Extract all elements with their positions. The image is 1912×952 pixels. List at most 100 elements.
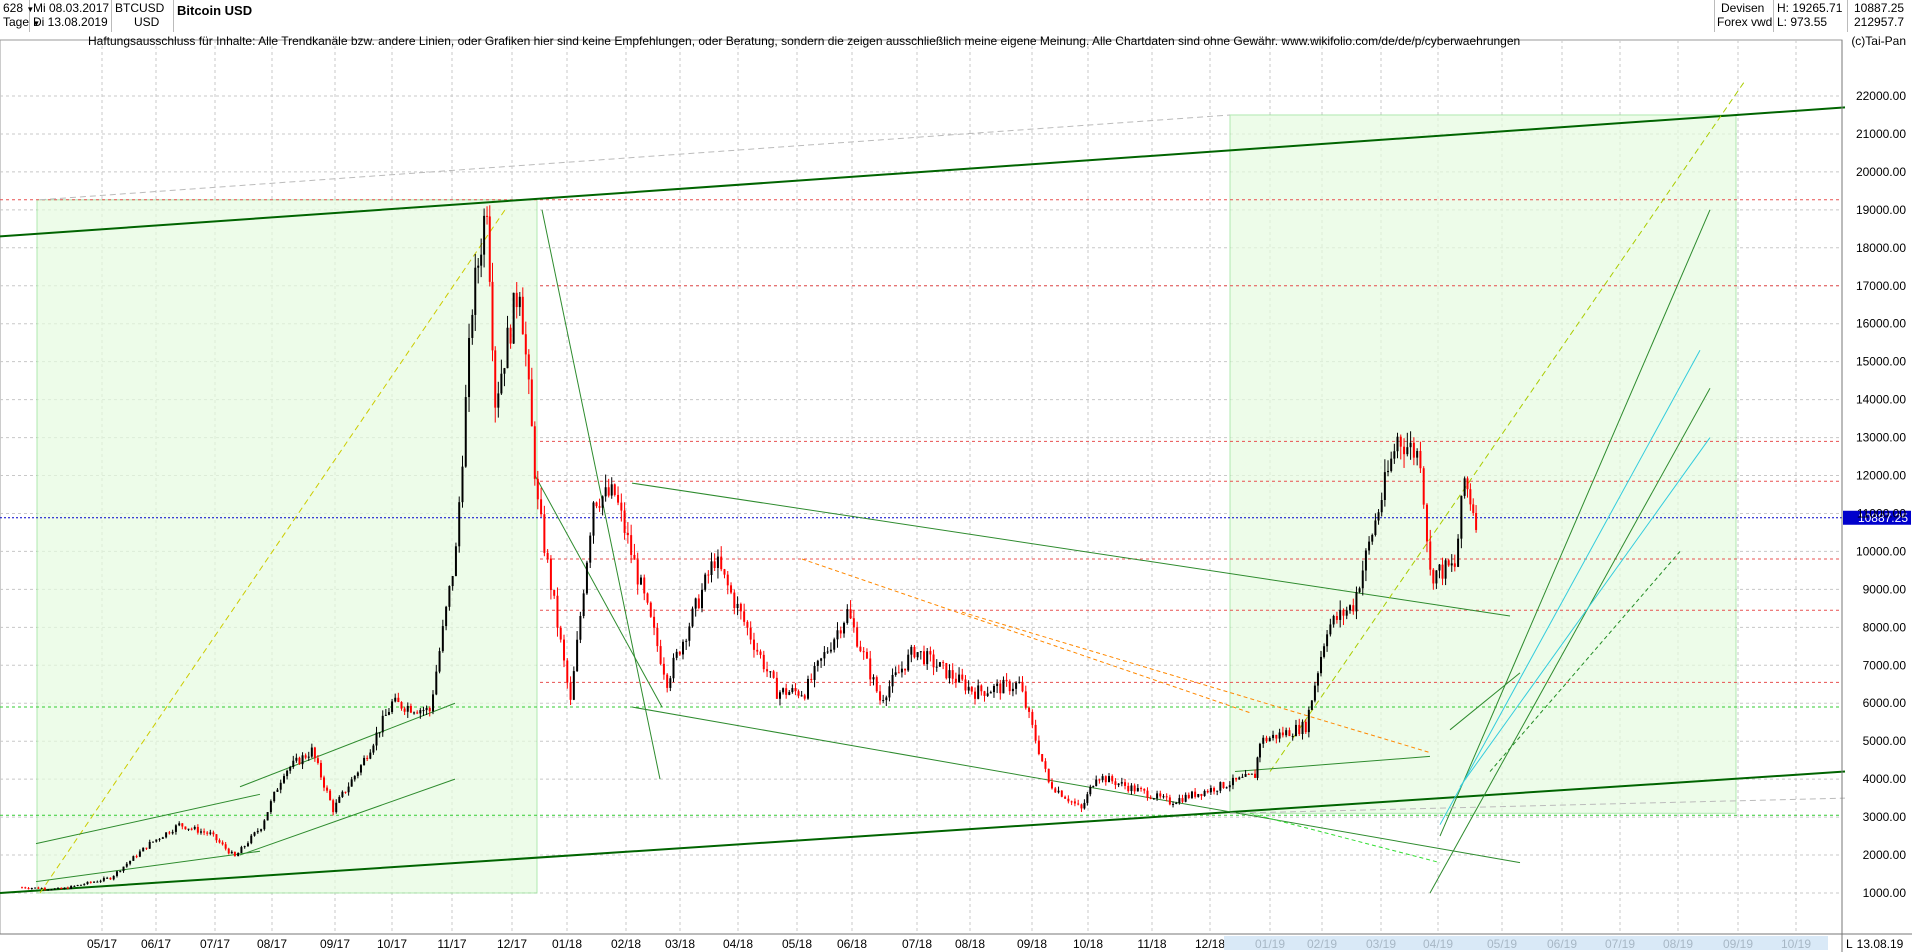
candle-body xyxy=(260,829,263,831)
candle-body xyxy=(1041,754,1044,762)
currency: USD xyxy=(134,15,160,29)
candle-body xyxy=(1469,489,1472,505)
candle-body xyxy=(626,532,629,536)
candle-body xyxy=(458,502,461,547)
candle-body xyxy=(788,692,791,695)
candle-body xyxy=(243,846,246,848)
candle-body xyxy=(1247,773,1250,775)
candle-body xyxy=(782,688,785,693)
candle-body xyxy=(240,847,243,854)
date-range: Mi 08.03.2017 Di 13.08.2019 xyxy=(30,0,112,32)
candle-body xyxy=(464,397,467,467)
candle-body xyxy=(980,685,983,692)
candle-body xyxy=(227,848,230,854)
candle-body xyxy=(549,558,552,591)
candle-body xyxy=(425,707,428,711)
candle-body xyxy=(672,657,675,679)
candle-body xyxy=(546,552,549,559)
candle-body xyxy=(1254,773,1257,778)
candle-body xyxy=(1352,605,1355,612)
candle-body xyxy=(1256,757,1259,778)
candle-body xyxy=(500,373,503,394)
candle-body xyxy=(212,832,215,835)
candle-body xyxy=(1213,787,1216,792)
candle-body xyxy=(1345,610,1348,616)
candle-body xyxy=(304,755,307,758)
candle-body xyxy=(1457,538,1460,567)
candle-body xyxy=(283,776,285,783)
candle-body xyxy=(1018,681,1021,683)
candle-body xyxy=(30,888,33,890)
candle-body xyxy=(40,888,43,890)
candle-body xyxy=(749,627,752,640)
candle-body xyxy=(276,789,279,792)
candle-body xyxy=(494,350,497,408)
candle-body xyxy=(193,826,196,829)
candle-body xyxy=(1225,787,1228,789)
candle-body xyxy=(1165,796,1168,798)
candle-body xyxy=(221,842,224,845)
candle-body xyxy=(685,640,688,642)
x-tick-label: 12/17 xyxy=(497,937,527,951)
candle-body xyxy=(865,651,868,659)
candle-body xyxy=(613,484,616,495)
candle-body xyxy=(1258,743,1261,758)
candle-body xyxy=(559,627,562,640)
candle-body xyxy=(161,837,164,839)
candle-body xyxy=(1130,785,1133,792)
candle-body xyxy=(1399,436,1402,447)
secondary-trendline xyxy=(1234,755,1431,773)
x-tick-label: 10/17 xyxy=(377,937,407,951)
low-value: L: 973.55 xyxy=(1777,15,1828,29)
candle-body xyxy=(1298,724,1301,735)
candle-body xyxy=(849,609,852,619)
y-tick-label: 7000.00 xyxy=(1863,658,1907,672)
candle-body xyxy=(1064,796,1067,799)
candle-body xyxy=(669,678,672,688)
last-box: 10887.25 212957.7 xyxy=(1848,0,1912,32)
candle-body xyxy=(89,881,92,883)
selection-band xyxy=(1224,936,1828,950)
candle-body xyxy=(416,712,419,714)
candle-body xyxy=(1206,790,1209,793)
main-trendline xyxy=(0,106,1846,238)
candle-body xyxy=(1159,793,1162,797)
candle-body xyxy=(879,691,882,701)
candle-body xyxy=(1172,803,1175,805)
candle-body xyxy=(1222,782,1225,788)
candle-body xyxy=(1002,679,1005,694)
candle-body xyxy=(237,853,240,857)
id-select[interactable]: 628 ▼ Tage ▼ xyxy=(0,0,40,32)
symbol-box[interactable]: BTCUSD USD xyxy=(112,0,174,32)
secondary-trendline xyxy=(801,558,1251,714)
candle-body xyxy=(1092,785,1095,787)
candle-body xyxy=(826,651,829,653)
y-tick-label: 17000.00 xyxy=(1856,279,1906,293)
candle-body xyxy=(184,826,187,830)
candle-body xyxy=(938,662,941,667)
category-box: Devisen Forex vwd xyxy=(1714,0,1774,32)
candle-body xyxy=(1067,798,1070,802)
candle-body xyxy=(233,851,236,857)
candle-body xyxy=(158,838,161,840)
candle-body xyxy=(794,688,797,692)
candle-body xyxy=(438,651,441,672)
candle-body xyxy=(1374,520,1377,535)
candle-body xyxy=(63,887,66,890)
candle-body xyxy=(1108,776,1111,783)
candle-body xyxy=(218,840,221,843)
candle-body xyxy=(99,880,102,882)
candle-body xyxy=(432,694,435,712)
candle-body xyxy=(1077,803,1080,805)
candle-body xyxy=(60,887,63,890)
candle-body xyxy=(1265,737,1268,742)
y-tick-label: 20000.00 xyxy=(1856,165,1906,179)
candle-body xyxy=(536,478,539,500)
candle-body xyxy=(178,823,181,826)
candle-body xyxy=(1086,794,1089,803)
candle-body xyxy=(119,871,122,873)
disclaimer: Haftungsausschluss für Inhalte: Alle Tre… xyxy=(88,34,1521,48)
end-date: Di 13.08.2019 xyxy=(33,15,108,29)
candle-body xyxy=(263,820,266,830)
